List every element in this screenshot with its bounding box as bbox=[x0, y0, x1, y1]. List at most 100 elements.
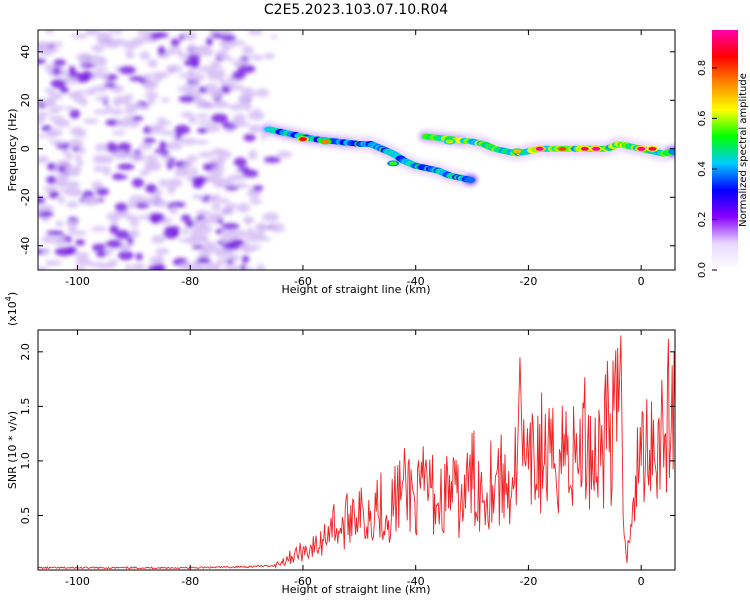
noise-blob bbox=[137, 214, 151, 220]
noise-blob bbox=[118, 65, 136, 75]
noise-blob bbox=[94, 56, 108, 67]
spectrogram-panel: -100 -80 -60 -40 -20 0 -40 -20 0 20 40 Height of … bbox=[6, 29, 676, 296]
noise-blob bbox=[206, 37, 213, 47]
noise-blob bbox=[187, 53, 202, 61]
noise-blob bbox=[181, 228, 190, 235]
snr-panel: -100 -80 -60 -40 -20 0 0.5 1.0 1.5 2.0 Height of… bbox=[4, 292, 676, 596]
noise-blob bbox=[142, 73, 155, 80]
noise-blob bbox=[132, 116, 144, 122]
noise-blob bbox=[170, 38, 180, 48]
noise-blob bbox=[210, 60, 220, 67]
noise-blob bbox=[67, 228, 77, 233]
noise-blob bbox=[55, 220, 64, 228]
snr-y-ticks: 0.5 1.0 1.5 2.0 bbox=[19, 343, 675, 524]
x-tick-label: -40 bbox=[407, 275, 425, 288]
noise-blob bbox=[178, 73, 192, 78]
noise-blob bbox=[38, 196, 46, 205]
snr-frame bbox=[37, 329, 676, 571]
noise-blob bbox=[38, 111, 51, 117]
noise-blob bbox=[79, 62, 96, 68]
noise-blob bbox=[249, 54, 265, 61]
noise-blob bbox=[183, 263, 192, 269]
noise-blob bbox=[177, 85, 196, 93]
noise-blob bbox=[65, 246, 77, 255]
noise-blob bbox=[160, 150, 170, 156]
noise-blob bbox=[216, 240, 226, 245]
noise-blob bbox=[108, 30, 124, 35]
noise-blob bbox=[233, 157, 248, 167]
noise-blob bbox=[239, 264, 247, 270]
y-tick-label: 20 bbox=[19, 93, 32, 107]
snr-y-scale: (x104) bbox=[4, 292, 19, 326]
x-tick-label: -20 bbox=[519, 275, 537, 288]
noise-blob bbox=[243, 133, 256, 142]
noise-blob bbox=[59, 86, 70, 94]
noise-blob bbox=[151, 235, 166, 244]
noise-blob bbox=[38, 266, 48, 270]
colorbar: 0.0 0.2 0.4 0.6 0.8 Normalized spectral ampl… bbox=[697, 30, 749, 278]
noise-blob bbox=[115, 229, 131, 240]
noise-blob bbox=[221, 56, 234, 61]
noise-blob bbox=[138, 143, 153, 151]
noise-blob bbox=[246, 227, 255, 234]
noise-blob bbox=[175, 130, 182, 140]
noise-blob bbox=[225, 259, 235, 265]
noise-blob bbox=[176, 47, 183, 56]
noise-blob bbox=[199, 218, 214, 224]
noise-blob bbox=[157, 120, 172, 126]
noise-blob bbox=[46, 128, 63, 137]
noise-blob bbox=[53, 59, 66, 67]
peak-core bbox=[298, 137, 307, 142]
noise-blob bbox=[44, 88, 56, 94]
noise-blob bbox=[163, 229, 179, 239]
noise-blob bbox=[154, 149, 161, 154]
peak-core bbox=[321, 139, 330, 144]
noise-blob bbox=[63, 75, 78, 85]
noise-blob bbox=[102, 165, 112, 176]
noise-blob bbox=[220, 34, 237, 42]
noise-blob bbox=[188, 115, 197, 125]
noise-blob bbox=[198, 86, 208, 94]
noise-blob bbox=[182, 162, 194, 168]
noise-blob bbox=[117, 142, 132, 151]
noise-blob bbox=[38, 204, 55, 211]
noise-blob bbox=[75, 256, 91, 267]
noise-blob bbox=[219, 210, 235, 215]
y-tick-label: 0 bbox=[19, 145, 32, 152]
colorbar-tick-label: 0.6 bbox=[697, 110, 708, 126]
noise-blob bbox=[109, 224, 119, 235]
noise-blob bbox=[197, 120, 212, 125]
noise-blob bbox=[92, 165, 106, 172]
noise-blob bbox=[226, 174, 243, 181]
noise-blob bbox=[263, 156, 282, 163]
noise-blob bbox=[101, 72, 109, 81]
noise-blob bbox=[179, 33, 186, 41]
colorbar-tick-label: 0.4 bbox=[697, 161, 708, 177]
noise-blob bbox=[160, 98, 170, 103]
noise-blob bbox=[124, 94, 134, 100]
noise-blob bbox=[106, 212, 121, 222]
noise-blob bbox=[133, 201, 150, 209]
noise-blob bbox=[97, 263, 116, 270]
noise-blob bbox=[194, 139, 209, 145]
noise-blob bbox=[248, 150, 258, 160]
noise-blob bbox=[186, 154, 198, 163]
x-tick-label: -60 bbox=[294, 575, 312, 588]
noise-blob bbox=[135, 252, 143, 261]
noise-blob bbox=[97, 35, 115, 46]
noise-blob bbox=[146, 154, 158, 165]
noise-blob bbox=[141, 198, 152, 204]
noise-blob bbox=[90, 226, 108, 232]
noise-blob bbox=[75, 239, 86, 246]
noise-blob bbox=[168, 178, 183, 188]
noise-blob bbox=[200, 244, 217, 254]
x-tick-label: -20 bbox=[519, 575, 537, 588]
noise-blob bbox=[165, 142, 183, 151]
spectrogram-image bbox=[38, 30, 675, 270]
noise-blob bbox=[155, 247, 170, 255]
noise-blob bbox=[205, 173, 219, 184]
peak-core bbox=[592, 146, 601, 151]
noise-blob bbox=[95, 143, 108, 152]
noise-blob bbox=[224, 185, 239, 191]
noise-blob bbox=[232, 230, 249, 238]
